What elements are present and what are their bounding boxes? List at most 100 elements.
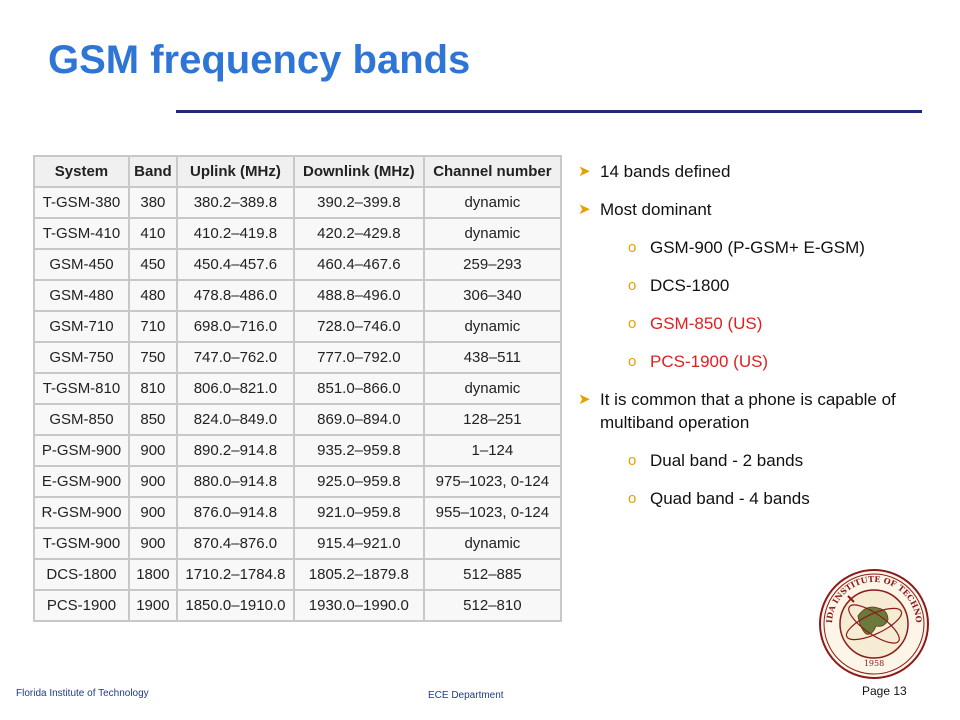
circle-bullet-icon: o <box>628 490 637 507</box>
table-row: PCS-1900 1900 1850.0–1910.0 1930.0–1990.0 51… <box>33 589 563 622</box>
bullet-text: Most dominant <box>600 200 712 219</box>
table-row: P-GSM-900 900 890.2–914.8 935.2–959.8 1–124 <box>33 434 563 467</box>
cell-downlink: 915.4–921.0 <box>292 527 425 560</box>
cell-band: 1800 <box>127 558 178 591</box>
cell-system: E-GSM-900 <box>33 465 130 498</box>
cell-uplink: 410.2–419.8 <box>175 217 295 250</box>
cell-channel: dynamic <box>422 186 563 219</box>
table-row: E-GSM-900 900 880.0–914.8 925.0–959.8 975–10… <box>33 465 563 498</box>
bullet-item: ➤ It is common that a phone is capable o… <box>578 388 938 434</box>
circle-bullet-icon: o <box>628 315 637 332</box>
cell-downlink: 851.0–866.0 <box>292 372 425 405</box>
cell-uplink: 380.2–389.8 <box>175 186 295 219</box>
cell-downlink: 420.2–429.8 <box>292 217 425 250</box>
cell-system: DCS-1800 <box>33 558 130 591</box>
sub-bullet-text: GSM-900 (P-GSM+ E-GSM) <box>650 238 865 257</box>
cell-uplink: 478.8–486.0 <box>175 279 295 312</box>
cell-uplink: 1850.0–1910.0 <box>175 589 295 622</box>
cell-uplink: 880.0–914.8 <box>175 465 295 498</box>
cell-channel: 259–293 <box>422 248 563 281</box>
cell-system: GSM-850 <box>33 403 130 436</box>
table-row: DCS-1800 1800 1710.2–1784.8 1805.2–1879.8 51… <box>33 558 563 591</box>
cell-channel: 512–810 <box>422 589 563 622</box>
cell-downlink: 460.4–467.6 <box>292 248 425 281</box>
bullet-item: ➤ Most dominant <box>578 198 938 221</box>
cell-downlink: 390.2–399.8 <box>292 186 425 219</box>
table-row: T-GSM-410 410 410.2–419.8 420.2–429.8 dynami… <box>33 217 563 250</box>
cell-band: 810 <box>127 372 178 405</box>
cell-band: 900 <box>127 434 178 467</box>
cell-system: T-GSM-810 <box>33 372 130 405</box>
cell-uplink: 806.0–821.0 <box>175 372 295 405</box>
cell-band: 380 <box>127 186 178 219</box>
sub-bullet-text: DCS-1800 <box>650 276 730 295</box>
cell-band: 410 <box>127 217 178 250</box>
table-row: T-GSM-900 900 870.4–876.0 915.4–921.0 dynami… <box>33 527 563 560</box>
cell-channel: 128–251 <box>422 403 563 436</box>
gsm-bands-table: System Band Uplink (MHz) Downlink (MHz) … <box>33 155 563 622</box>
header-channel-number: Channel number <box>422 155 563 188</box>
bullet-text: 14 bands defined <box>600 162 731 181</box>
cell-channel: 438–511 <box>422 341 563 374</box>
cell-channel: dynamic <box>422 372 563 405</box>
sub-bullet-text: Quad band - 4 bands <box>650 489 810 508</box>
circle-bullet-icon: o <box>628 452 637 469</box>
cell-uplink: 876.0–914.8 <box>175 496 295 529</box>
cell-uplink: 698.0–716.0 <box>175 310 295 343</box>
sub-bullet-item: o GSM-900 (P-GSM+ E-GSM) <box>578 236 938 259</box>
cell-uplink: 450.4–457.6 <box>175 248 295 281</box>
cell-channel: 1–124 <box>422 434 563 467</box>
sub-bullet-item: o GSM-850 (US) <box>578 312 938 335</box>
table-row: GSM-710 710 698.0–716.0 728.0–746.0 dynamic <box>33 310 563 343</box>
cell-band: 1900 <box>127 589 178 622</box>
cell-channel: dynamic <box>422 527 563 560</box>
cell-downlink: 869.0–894.0 <box>292 403 425 436</box>
table-row: R-GSM-900 900 876.0–914.8 921.0–959.8 955–10… <box>33 496 563 529</box>
cell-channel: 512–885 <box>422 558 563 591</box>
header-system: System <box>33 155 130 188</box>
cell-downlink: 921.0–959.8 <box>292 496 425 529</box>
bullet-item: ➤ 14 bands defined <box>578 160 938 183</box>
table-row: T-GSM-380 380 380.2–389.8 390.2–399.8 dynami… <box>33 186 563 219</box>
cell-band: 900 <box>127 496 178 529</box>
cell-system: PCS-1900 <box>33 589 130 622</box>
cell-band: 450 <box>127 248 178 281</box>
bullet-list: ➤ 14 bands defined ➤ Most dominant o GSM… <box>578 160 938 525</box>
cell-channel: 975–1023, 0-124 <box>422 465 563 498</box>
sub-bullet-item: o PCS-1900 (US) <box>578 350 938 373</box>
sub-bullet-item: o DCS-1800 <box>578 274 938 297</box>
sub-bullet-text: Dual band - 2 bands <box>650 451 804 470</box>
footer-department: ECE Department <box>428 690 504 701</box>
cell-channel: 955–1023, 0-124 <box>422 496 563 529</box>
circle-bullet-icon: o <box>628 277 637 294</box>
cell-downlink: 1805.2–1879.8 <box>292 558 425 591</box>
cell-uplink: 870.4–876.0 <box>175 527 295 560</box>
table-row: GSM-850 850 824.0–849.0 869.0–894.0 128–251 <box>33 403 563 436</box>
arrow-bullet-icon: ➤ <box>578 391 591 408</box>
table-header-row: System Band Uplink (MHz) Downlink (MHz) … <box>33 155 563 188</box>
cell-uplink: 890.2–914.8 <box>175 434 295 467</box>
cell-system: P-GSM-900 <box>33 434 130 467</box>
seal-year: 1958 <box>864 659 884 668</box>
cell-system: GSM-750 <box>33 341 130 374</box>
cell-system: T-GSM-380 <box>33 186 130 219</box>
cell-downlink: 488.8–496.0 <box>292 279 425 312</box>
cell-system: T-GSM-410 <box>33 217 130 250</box>
footer-institution: Florida Institute of Technology <box>16 688 149 699</box>
sub-bullet-text: GSM-850 (US) <box>650 314 763 333</box>
header-downlink: Downlink (MHz) <box>292 155 425 188</box>
cell-band: 900 <box>127 527 178 560</box>
circle-bullet-icon: o <box>628 239 637 256</box>
arrow-bullet-icon: ➤ <box>578 201 591 218</box>
cell-uplink: 824.0–849.0 <box>175 403 295 436</box>
cell-channel: dynamic <box>422 217 563 250</box>
cell-uplink: 747.0–762.0 <box>175 341 295 374</box>
page-number: Page 13 <box>862 684 907 698</box>
cell-channel: dynamic <box>422 310 563 343</box>
bullet-text: It is common that a phone is capable of … <box>600 390 896 432</box>
table-row: GSM-450 450 450.4–457.6 460.4–467.6 259–293 <box>33 248 563 281</box>
sub-bullet-item: o Quad band - 4 bands <box>578 487 938 510</box>
cell-channel: 306–340 <box>422 279 563 312</box>
header-uplink: Uplink (MHz) <box>175 155 295 188</box>
slide-title: GSM frequency bands <box>48 38 471 82</box>
